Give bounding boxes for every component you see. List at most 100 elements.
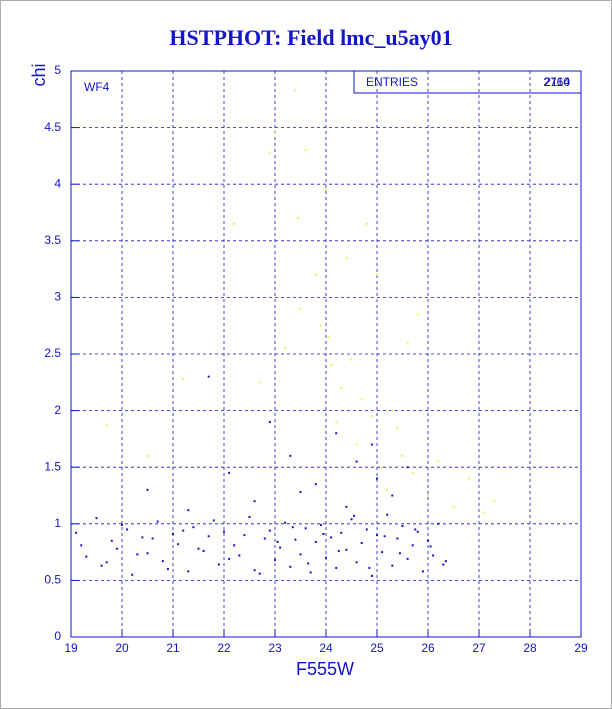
point xyxy=(381,466,384,469)
point xyxy=(187,570,190,573)
point xyxy=(284,521,287,524)
point xyxy=(202,549,205,552)
point xyxy=(151,537,154,540)
point xyxy=(442,563,445,566)
point xyxy=(396,426,399,429)
point xyxy=(370,574,373,577)
point xyxy=(432,554,435,557)
point xyxy=(207,375,210,378)
point xyxy=(268,151,271,154)
point xyxy=(121,523,123,526)
point xyxy=(437,522,440,525)
point xyxy=(289,565,292,568)
point xyxy=(353,514,356,517)
point xyxy=(80,544,83,547)
point xyxy=(406,341,409,344)
point xyxy=(376,477,378,480)
point xyxy=(291,526,294,529)
point xyxy=(365,528,368,531)
point xyxy=(335,566,338,569)
point xyxy=(427,539,429,542)
point xyxy=(345,548,348,551)
plot-frame xyxy=(70,70,582,638)
x-tick-label: 25 xyxy=(370,641,384,655)
y-tick-label: 2.5 xyxy=(44,346,61,360)
point xyxy=(131,573,134,576)
point xyxy=(337,549,340,552)
point xyxy=(156,520,159,523)
point xyxy=(146,552,149,555)
point xyxy=(370,415,373,418)
point xyxy=(444,560,447,563)
point xyxy=(274,559,276,562)
point xyxy=(177,543,180,546)
point xyxy=(398,552,401,555)
point xyxy=(391,409,394,412)
point xyxy=(314,273,317,276)
point xyxy=(243,534,246,537)
point xyxy=(197,547,200,550)
point xyxy=(276,540,279,543)
point xyxy=(299,491,302,494)
point xyxy=(319,324,322,327)
x-tick-label: 24 xyxy=(319,641,333,655)
point xyxy=(416,530,419,533)
point xyxy=(355,443,358,446)
point xyxy=(368,566,371,569)
point xyxy=(296,217,299,220)
point xyxy=(85,555,88,558)
point xyxy=(207,535,210,538)
point xyxy=(274,132,276,135)
point xyxy=(309,571,312,574)
point xyxy=(383,535,386,538)
point xyxy=(212,519,215,522)
point xyxy=(391,564,394,567)
point xyxy=(381,551,384,554)
point xyxy=(192,526,195,529)
point xyxy=(350,358,353,361)
point xyxy=(268,529,271,532)
point xyxy=(304,527,307,530)
point xyxy=(330,536,333,539)
y-tick-label: 1 xyxy=(54,516,61,530)
point xyxy=(279,546,282,549)
y-tick-label: 0.5 xyxy=(44,573,61,587)
point xyxy=(414,528,417,531)
y-tick-label: 1.5 xyxy=(44,459,61,473)
x-tick-label: 19 xyxy=(64,641,78,655)
point xyxy=(299,553,302,556)
point xyxy=(238,554,241,557)
point xyxy=(365,222,368,225)
point xyxy=(421,570,424,573)
point xyxy=(411,471,414,474)
point xyxy=(223,530,225,533)
point xyxy=(406,466,409,469)
point xyxy=(258,381,261,384)
point xyxy=(335,420,338,423)
point xyxy=(360,542,363,545)
point xyxy=(370,443,373,446)
point xyxy=(406,557,409,560)
y-tick-label: 0 xyxy=(54,629,61,643)
point xyxy=(427,494,429,497)
point xyxy=(483,511,486,514)
point xyxy=(136,553,139,556)
point xyxy=(391,494,394,497)
point xyxy=(110,539,113,542)
point xyxy=(258,572,261,575)
y-tick-label: 5 xyxy=(54,63,61,77)
point xyxy=(253,569,256,572)
point xyxy=(141,536,144,539)
point xyxy=(355,561,358,564)
point xyxy=(182,377,185,380)
x-tick-label: 28 xyxy=(523,641,537,655)
point xyxy=(360,398,363,401)
point xyxy=(376,273,378,276)
point xyxy=(146,454,149,457)
point xyxy=(172,532,174,535)
point xyxy=(294,89,297,92)
point xyxy=(345,256,348,259)
